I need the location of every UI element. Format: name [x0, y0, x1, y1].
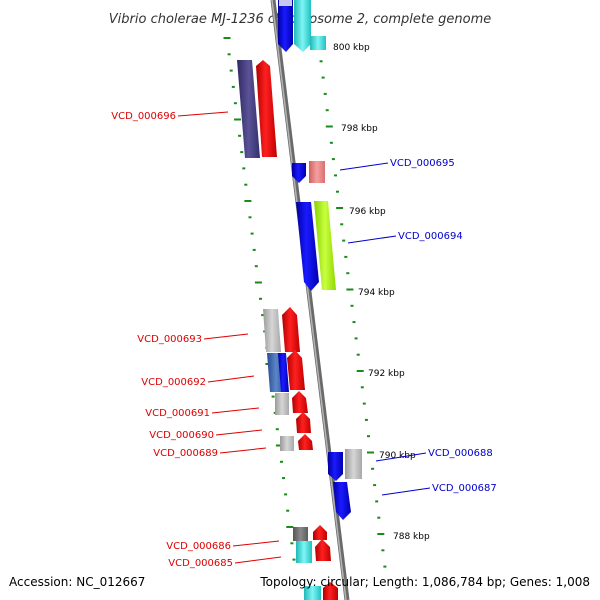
gene-vcd-000694[interactable] [296, 202, 319, 291]
label-vcd-000691[interactable]: VCD_000691 [145, 408, 210, 419]
leader-vcd-000694 [347, 235, 397, 244]
label-vcd-000689[interactable]: VCD_000689 [153, 448, 218, 459]
leader-vcd-000685 [234, 556, 282, 564]
gene-689-companion[interactable] [280, 436, 294, 451]
tick-label-798: 798 kbp [341, 124, 378, 134]
gene-685-companion[interactable] [296, 541, 312, 563]
leader-vcd-000692 [207, 375, 255, 383]
leader-lines [177, 111, 431, 564]
gene-694-companion[interactable] [314, 201, 336, 290]
gene-vcd-000689[interactable] [298, 434, 313, 450]
gene-693-companion[interactable] [263, 309, 281, 352]
leader-vcd-000696 [177, 111, 229, 117]
gene-686-companion[interactable] [293, 527, 308, 541]
gene-top-lavender [279, 0, 292, 6]
tick-label-800: 800 kbp [333, 43, 370, 53]
gene-vcd-000688[interactable] [328, 452, 343, 481]
leader-vcd-000693 [203, 333, 249, 340]
chromosome-backbone-highlight [271, 0, 347, 600]
label-vcd-000686[interactable]: VCD_000686 [166, 541, 231, 552]
label-vcd-000687[interactable]: VCD_000687 [432, 483, 497, 494]
leader-vcd-000691 [211, 407, 260, 414]
label-vcd-000694[interactable]: VCD_000694 [398, 231, 463, 242]
leader-vcd-000687 [381, 487, 431, 496]
label-vcd-000690[interactable]: VCD_000690 [149, 430, 214, 441]
gene-vcd-000687[interactable] [333, 482, 351, 520]
gene-top-blue[interactable] [278, 0, 293, 52]
tick-rail-right [315, 44, 387, 568]
gene-vcd-000696[interactable] [256, 60, 277, 157]
gene-vcd-000691[interactable] [292, 391, 308, 413]
gene-vcd-000690[interactable] [296, 412, 311, 433]
accession-text: Accession: NC_012667 [9, 575, 145, 589]
label-vcd-000696[interactable]: VCD_000696 [111, 111, 176, 122]
label-vcd-000692[interactable]: VCD_000692 [141, 377, 206, 388]
gene-features [237, 0, 362, 600]
leader-vcd-000689 [219, 447, 267, 454]
gene-691-companion[interactable] [275, 393, 289, 415]
gene-vcd-000693[interactable] [282, 307, 300, 352]
tick-label-792: 792 kbp [368, 369, 405, 379]
gene-vcd-000686[interactable] [313, 525, 327, 540]
leader-vcd-000688 [375, 452, 427, 462]
chromosome-backbone [270, 0, 350, 600]
gene-bottom-cyan[interactable] [304, 586, 321, 600]
label-vcd-000695[interactable]: VCD_000695 [390, 158, 455, 169]
gene-vcd-000692[interactable] [287, 350, 305, 390]
gene-top-cyan[interactable] [294, 0, 311, 52]
gene-vcd-000695[interactable] [292, 163, 306, 183]
gene-692-companion-b[interactable] [278, 353, 289, 392]
gene-top-cyan-b[interactable] [310, 36, 326, 50]
label-vcd-000688[interactable]: VCD_000688 [428, 448, 493, 459]
tick-label-796: 796 kbp [349, 207, 386, 217]
kbp-tick-labels: 800 kbp 798 kbp 796 kbp 794 kbp 792 kbp … [333, 43, 430, 542]
gene-695-companion[interactable] [309, 161, 325, 183]
gene-labels-left: VCD_000696 VCD_000693 VCD_000692 VCD_000… [111, 111, 233, 569]
gene-labels-right: VCD_000695 VCD_000694 VCD_000688 VCD_000… [390, 158, 497, 494]
tick-label-790: 790 kbp [379, 451, 416, 461]
tick-label-794: 794 kbp [358, 288, 395, 298]
genome-summary-text: Topology: circular; Length: 1,086,784 bp… [259, 575, 590, 589]
label-vcd-000693[interactable]: VCD_000693 [137, 334, 202, 345]
gene-688-companion[interactable] [345, 449, 362, 479]
leader-vcd-000690 [215, 429, 263, 436]
leader-vcd-000695 [339, 162, 389, 171]
gene-bottom-red[interactable] [323, 582, 338, 600]
gene-696-companion[interactable] [237, 60, 260, 158]
tick-label-788: 788 kbp [393, 532, 430, 542]
leader-vcd-000686 [232, 540, 280, 547]
gene-vcd-000685[interactable] [315, 539, 331, 561]
label-vcd-000685[interactable]: VCD_000685 [168, 558, 233, 569]
